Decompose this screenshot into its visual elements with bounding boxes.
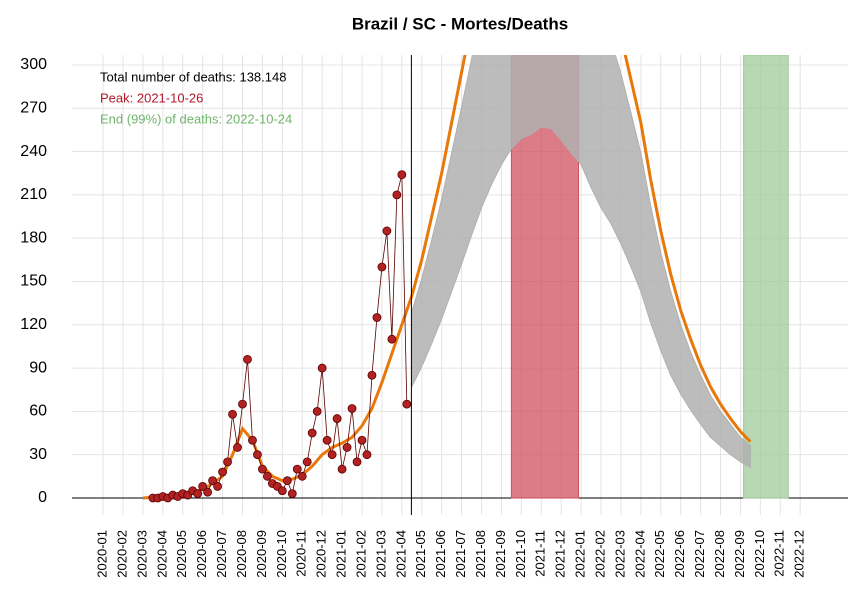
y-tick-label: 0 [38, 489, 47, 506]
observed-point [367, 370, 377, 380]
y-tick-label: 300 [20, 56, 47, 73]
x-tick-label: 2020-04 [154, 530, 169, 578]
observed-point [282, 476, 292, 486]
x-tick-label: 2022-08 [712, 530, 727, 578]
x-tick-label: 2022-01 [573, 530, 588, 578]
x-tick-label: 2022-02 [592, 530, 607, 578]
x-tick-label: 2020-11 [294, 530, 309, 577]
x-tick-label: 2021-08 [473, 530, 488, 578]
observed-point [337, 464, 347, 474]
x-tick-label: 2020-02 [114, 530, 129, 578]
plot-area [142, 55, 789, 515]
observed-point [397, 170, 407, 180]
observed-point [277, 486, 287, 496]
x-tick-label: 2022-12 [792, 530, 807, 578]
observed-point [253, 450, 262, 460]
annotation: End (99%) of deaths: 2022-10-24 [100, 111, 292, 126]
observed-point [387, 334, 397, 344]
x-tick-label: 2021-10 [513, 530, 528, 578]
observed-point [248, 435, 257, 445]
observed-point [228, 409, 237, 419]
prediction-range [411, 55, 751, 469]
x-tick-label: 2022-04 [632, 530, 647, 578]
y-tick-label: 60 [29, 403, 47, 420]
observed-point [292, 464, 302, 474]
observed-point [402, 399, 412, 409]
x-tick-label: 2022-06 [672, 530, 687, 578]
x-tick-label: 2021-04 [393, 530, 408, 578]
fit-line [142, 55, 752, 500]
y-tick-label: 30 [29, 446, 47, 463]
observed-point [203, 487, 213, 497]
x-tick-label: 2020-10 [274, 530, 289, 578]
x-tick-label: 2020-08 [234, 530, 249, 578]
x-tick-label: 2022-03 [612, 530, 627, 578]
x-tick-label: 2022-05 [652, 530, 667, 578]
observed-point [213, 482, 222, 491]
y-tick-label: 270 [20, 99, 47, 116]
x-tick-label: 2021-12 [553, 530, 568, 578]
observed-point [243, 355, 252, 364]
observed-point [208, 476, 218, 486]
observed-point [238, 399, 247, 409]
observed-point [327, 450, 337, 460]
x-tick-label: 2020-03 [134, 530, 149, 578]
observed-point [377, 262, 387, 272]
observed-point [342, 443, 352, 452]
x-tick-label: 2020-07 [214, 530, 229, 578]
x-tick-label: 2020-09 [254, 530, 269, 578]
observed-point [352, 457, 362, 467]
observed-point [317, 363, 327, 373]
y-tick-label: 90 [29, 359, 47, 376]
annotation: Total number of deaths: 138.148 [100, 69, 286, 84]
chart-title: Brazil / SC - Mortes/Deaths [352, 14, 568, 33]
x-tick-label: 2020-06 [194, 530, 209, 578]
observed-point [357, 435, 367, 445]
observed-point [302, 457, 312, 467]
x-tick-label: 2021-06 [433, 530, 448, 578]
observed-point [193, 489, 203, 499]
observed-point [372, 313, 382, 322]
x-tick-label: 2021-07 [453, 530, 468, 578]
observed-point [307, 428, 317, 438]
x-tick-label: 2020-12 [314, 530, 329, 578]
observed-point [262, 471, 272, 481]
x-tick-label: 2020-01 [95, 530, 110, 578]
observed-point [233, 443, 242, 452]
observed-point [322, 435, 332, 445]
observed-point [347, 404, 357, 413]
observed-point [287, 489, 297, 499]
axes: 0 30 60 90 120 150 180 210 240 270 300 2020-01 2020-… [20, 56, 806, 578]
x-tick-label: 2022-10 [752, 530, 767, 578]
observed-point [362, 450, 372, 460]
observed-point [297, 471, 307, 481]
observed-point [218, 467, 227, 477]
x-tick-label: 2021-01 [334, 530, 349, 578]
x-tick-label: 2021-05 [413, 530, 428, 578]
x-tick-label: 2022-09 [732, 530, 747, 578]
x-tick-label: 2022-11 [772, 530, 787, 577]
x-tick-label: 2021-09 [493, 530, 508, 578]
annotation: Peak: 2021-10-26 [100, 90, 203, 105]
shaded-region [743, 55, 789, 499]
observed-point [198, 482, 208, 491]
observed-point [223, 457, 232, 467]
y-tick-label: 120 [20, 316, 47, 333]
x-tick-label: 2021-02 [353, 530, 368, 578]
y-tick-label: 210 [20, 186, 47, 203]
x-tick-label: 2022-07 [692, 530, 707, 578]
y-tick-label: 240 [20, 143, 47, 160]
observed-point [332, 414, 342, 423]
y-tick-label: 180 [20, 229, 47, 246]
observed-point [382, 226, 392, 236]
observed-point [392, 190, 402, 200]
x-tick-label: 2020-05 [174, 530, 189, 578]
observed-point [312, 406, 322, 416]
x-tick-label: 2021-11 [533, 530, 548, 577]
x-tick-label: 2021-03 [373, 530, 388, 578]
observed-point [258, 464, 267, 474]
y-tick-label: 150 [20, 273, 47, 290]
